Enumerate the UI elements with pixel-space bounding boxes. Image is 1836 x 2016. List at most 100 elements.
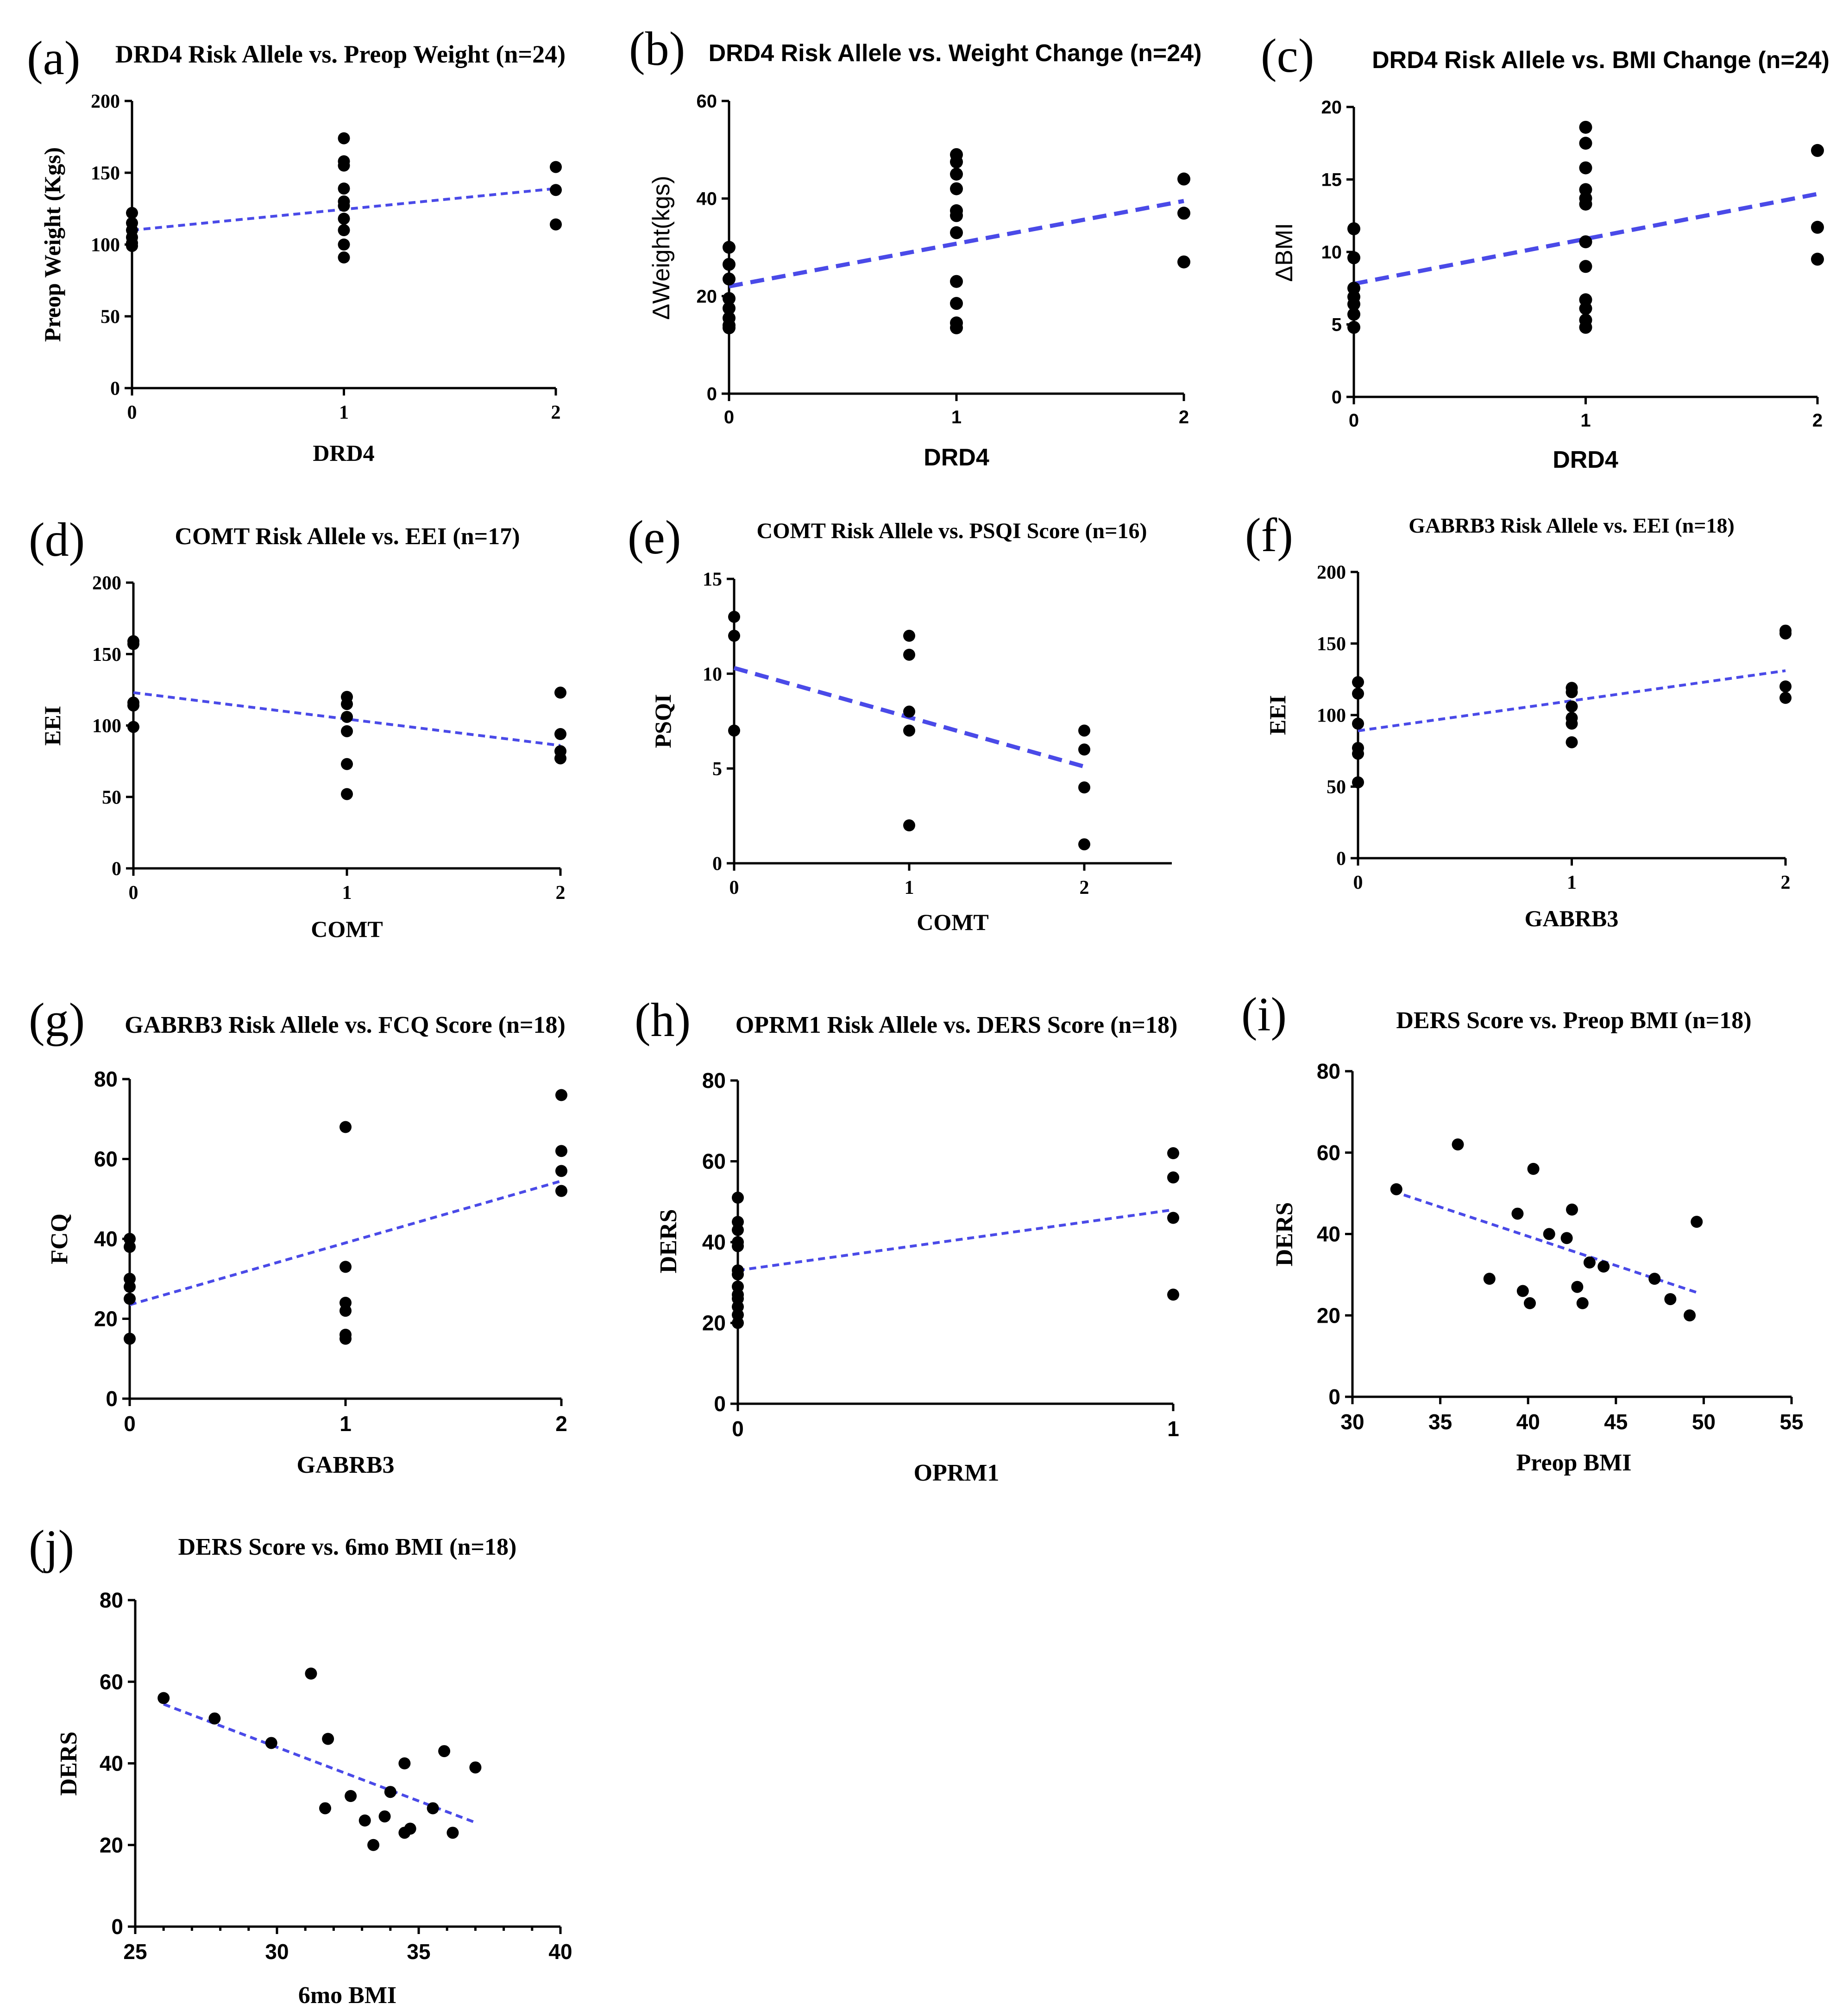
- data-point: [723, 257, 736, 271]
- y-tick-label: 0: [1332, 387, 1342, 408]
- data-point: [1527, 1162, 1540, 1175]
- y-tick-label: 10: [1321, 242, 1342, 263]
- chart-title: GABRB3 Risk Allele vs. EEI (n=18): [1408, 514, 1735, 537]
- data-point: [446, 1827, 459, 1839]
- chart-title: COMT Risk Allele vs. PSQI Score (n=16): [757, 519, 1147, 543]
- data-point: [728, 724, 740, 737]
- y-axis-label: PSQI: [650, 694, 676, 748]
- data-point: [1811, 220, 1824, 234]
- data-point: [341, 698, 353, 710]
- data-point: [1583, 1256, 1596, 1269]
- y-axis-label: Preop Weight (Kgs): [39, 147, 65, 342]
- y-axis-label: ΔBMI: [1271, 223, 1298, 282]
- data-point: [1811, 144, 1824, 157]
- y-tick-label: 0: [110, 378, 120, 400]
- y-tick-label: 0: [112, 859, 121, 880]
- y-tick-label: 150: [91, 163, 120, 184]
- data-point: [378, 1810, 391, 1823]
- panel-label: (d): [29, 513, 85, 566]
- data-point: [341, 788, 353, 800]
- y-tick-label: 0: [1336, 848, 1346, 870]
- data-point: [340, 1261, 352, 1273]
- y-tick-label: 60: [1317, 1141, 1340, 1165]
- y-tick-label: 80: [702, 1068, 726, 1093]
- data-point: [1566, 686, 1578, 698]
- y-tick-label: 200: [92, 573, 121, 594]
- data-point: [427, 1802, 439, 1815]
- data-point: [1576, 1297, 1589, 1309]
- data-point: [950, 297, 963, 310]
- data-point: [1352, 747, 1364, 760]
- x-tick-label: 0: [127, 402, 137, 423]
- data-point: [555, 1165, 567, 1177]
- y-tick-label: 40: [100, 1752, 123, 1776]
- y-tick-label: 15: [1321, 170, 1342, 190]
- y-tick-label: 5: [712, 759, 722, 780]
- data-point: [341, 758, 353, 770]
- chart-title: COMT Risk Allele vs. EEI (n=17): [175, 523, 520, 550]
- data-point: [555, 1185, 567, 1197]
- y-tick-label: 60: [702, 1149, 726, 1174]
- data-point: [1579, 235, 1592, 249]
- data-point: [550, 184, 562, 196]
- panel-label: (a): [27, 31, 80, 85]
- data-point: [1566, 736, 1578, 748]
- data-point: [338, 251, 350, 264]
- data-point: [950, 168, 963, 181]
- x-axis-label: DRD4: [1553, 446, 1618, 473]
- data-point: [1078, 838, 1090, 851]
- data-point: [340, 1332, 352, 1345]
- y-tick-label: 50: [1327, 777, 1346, 798]
- x-tick-label: 2: [555, 1412, 567, 1436]
- x-axis-label: COMT: [311, 916, 383, 942]
- data-point: [1347, 222, 1360, 235]
- y-tick-label: 0: [712, 854, 722, 875]
- y-tick-label: 20: [100, 1833, 123, 1857]
- data-point: [1664, 1293, 1677, 1306]
- data-point: [1543, 1228, 1555, 1240]
- data-point: [358, 1814, 371, 1827]
- data-point: [1177, 172, 1190, 186]
- x-axis-label: DRD4: [313, 440, 374, 466]
- y-axis-label: FCQ: [46, 1213, 73, 1264]
- data-point: [1516, 1285, 1529, 1297]
- data-point: [208, 1712, 221, 1725]
- data-point: [950, 321, 963, 334]
- y-tick-label: 50: [101, 307, 120, 328]
- panel-f: (f) GABRB3 Risk Allele vs. EEI (n=18) 0 50 1…: [1245, 509, 1792, 931]
- panel-label: (i): [1241, 988, 1287, 1041]
- y-tick-label: 20: [1317, 1303, 1340, 1327]
- data-point: [1078, 781, 1090, 794]
- data-point: [1177, 207, 1190, 220]
- y-tick-label: 80: [1317, 1059, 1340, 1083]
- y-tick-label: 0: [707, 384, 717, 404]
- chart-title: DERS Score vs. 6mo BMI (n=18): [178, 1534, 517, 1560]
- y-tick-label: 60: [100, 1670, 123, 1694]
- data-point: [555, 1089, 567, 1101]
- y-tick-label: 40: [1317, 1222, 1340, 1246]
- x-tick-label: 1: [951, 407, 962, 427]
- y-tick-label: 20: [697, 286, 717, 307]
- data-point: [1779, 680, 1792, 693]
- data-point: [338, 200, 350, 212]
- x-tick-label: 50: [1692, 1410, 1716, 1434]
- data-point: [338, 213, 350, 225]
- data-point: [127, 638, 139, 650]
- data-point: [340, 1121, 352, 1133]
- data-point: [555, 1145, 567, 1157]
- y-tick-label: 150: [1317, 634, 1346, 655]
- x-tick-label: 35: [1428, 1410, 1452, 1434]
- data-point: [1390, 1183, 1402, 1195]
- data-point: [723, 292, 736, 305]
- data-point: [723, 241, 736, 254]
- panel-label: (g): [29, 993, 85, 1047]
- x-tick-label: 2: [551, 402, 561, 423]
- panel-label: (e): [628, 511, 681, 564]
- y-tick-label: 15: [703, 569, 722, 590]
- data-point: [319, 1802, 332, 1815]
- chart-title: OPRM1 Risk Allele vs. DERS Score (n=18): [736, 1012, 1178, 1038]
- data-point: [950, 226, 963, 239]
- y-tick-label: 60: [94, 1147, 118, 1171]
- y-tick-label: 200: [91, 91, 120, 113]
- x-tick-label: 2: [1080, 877, 1089, 898]
